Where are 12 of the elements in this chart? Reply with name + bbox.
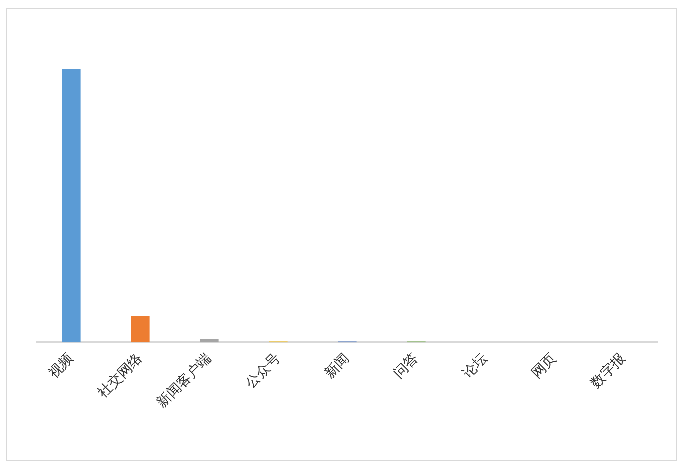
x-tick-label: 网页	[528, 350, 560, 382]
x-tick-label: 论坛	[460, 350, 491, 382]
bar	[131, 316, 150, 343]
x-tick-label: 新闻客户端	[154, 350, 215, 412]
bar	[62, 69, 81, 343]
x-tick-label: 新闻	[322, 350, 353, 382]
x-tick-label: 问答	[390, 350, 422, 382]
bar	[200, 339, 219, 343]
x-tick-label: 数字报	[588, 350, 629, 392]
x-tick-label: 视频	[46, 350, 77, 382]
x-tick-label: 公众号	[242, 350, 284, 392]
x-tick-label: 社交网络	[94, 350, 146, 402]
